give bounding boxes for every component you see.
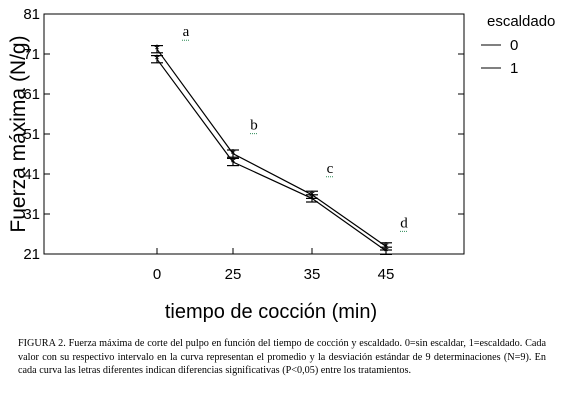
legend: 01 (481, 37, 518, 77)
figure-caption: FIGURA 2. Fuerza máxima de corte del pul… (18, 338, 546, 377)
y-axis: 21 31 41 51 61 71 81 (23, 6, 464, 263)
series-layer: ******** (151, 41, 392, 259)
x-tick-label: 0 (153, 266, 161, 283)
y-tick-label: 71 (23, 46, 40, 63)
annotation-letter: a (183, 24, 190, 40)
x-axis: 0 25 35 45 (153, 248, 395, 283)
series-0-point: * (383, 238, 389, 254)
annotation-letter: d (400, 215, 408, 231)
series-1-point: * (309, 190, 315, 206)
legend-label: 1 (510, 60, 518, 77)
x-tick-label: 25 (225, 266, 242, 283)
annotation-layer: a b c d (182, 24, 408, 232)
y-tick-label: 61 (23, 86, 40, 103)
series-0-point: * (154, 41, 160, 57)
annotation-letter: b (250, 118, 258, 134)
y-tick-label: 81 (23, 6, 40, 23)
x-axis-title: tiempo de cocción (min) (165, 301, 377, 323)
y-tick-label: 51 (23, 126, 40, 143)
legend-label: 0 (510, 37, 518, 54)
y-tick-label: 31 (23, 206, 40, 223)
x-tick-label: 45 (378, 266, 395, 283)
y-tick-label: 21 (23, 246, 40, 263)
series-1-point: * (383, 243, 389, 259)
series-0-line (156, 48, 387, 247)
annotation-letter: c (327, 161, 334, 177)
y-axis-title: Fuerza máxima (N/g) (7, 35, 30, 232)
legend-title: escaldado (487, 13, 555, 30)
series-1-point: * (230, 154, 236, 170)
x-tick-label: 35 (304, 266, 321, 283)
y-tick-label: 41 (23, 166, 40, 183)
series-1-line (156, 58, 387, 252)
series-1-point: * (154, 51, 160, 67)
series-0-point: * (230, 146, 236, 162)
